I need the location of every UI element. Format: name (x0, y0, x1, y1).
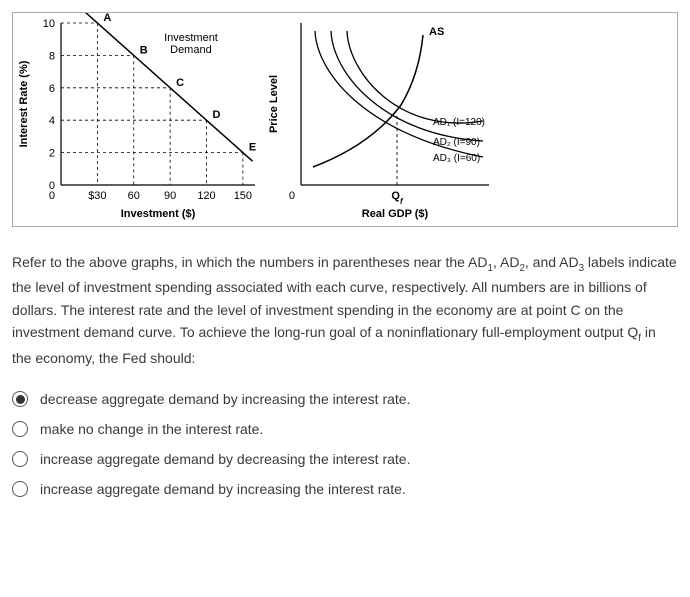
svg-text:90: 90 (164, 190, 176, 202)
svg-text:0: 0 (49, 190, 55, 202)
radio-icon (12, 451, 28, 467)
ad-as-chart: ASAD₁ (I=120)AD₂ (I=90)AD₃ (I=60)Qf0Real… (263, 13, 493, 226)
svg-text:Investment ($): Investment ($) (121, 208, 196, 220)
option-c[interactable]: increase aggregate demand by decreasing … (12, 451, 678, 467)
radio-icon (12, 391, 28, 407)
svg-text:$30: $30 (88, 190, 106, 202)
svg-text:Interest Rate (%): Interest Rate (%) (18, 60, 30, 147)
option-a[interactable]: decrease aggregate demand by increasing … (12, 391, 678, 407)
svg-text:2: 2 (49, 148, 55, 160)
svg-text:10: 10 (43, 18, 55, 30)
option-label: decrease aggregate demand by increasing … (40, 391, 410, 407)
svg-text:Qf: Qf (391, 190, 404, 206)
investment-demand-chart: 0246810ABCDEInvestmentDemand0$3060901201… (13, 13, 263, 226)
svg-text:Demand: Demand (170, 44, 212, 56)
svg-text:Investment: Investment (164, 32, 218, 44)
option-label: increase aggregate demand by increasing … (40, 481, 406, 497)
svg-text:C: C (176, 77, 184, 89)
question-text: Refer to the above graphs, in which the … (12, 251, 678, 369)
svg-text:60: 60 (128, 190, 140, 202)
option-d[interactable]: increase aggregate demand by increasing … (12, 481, 678, 497)
svg-text:AD₃ (I=60): AD₃ (I=60) (433, 153, 480, 164)
option-b[interactable]: make no change in the interest rate. (12, 421, 678, 437)
svg-text:4: 4 (49, 115, 55, 127)
svg-text:AD₁ (I=120): AD₁ (I=120) (433, 117, 485, 128)
svg-text:Real GDP ($): Real GDP ($) (362, 208, 429, 220)
svg-text:A: A (103, 13, 111, 24)
option-label: make no change in the interest rate. (40, 421, 263, 437)
svg-text:Price Level: Price Level (268, 75, 280, 133)
svg-text:150: 150 (234, 190, 252, 202)
options-group: decrease aggregate demand by increasing … (12, 391, 678, 497)
svg-text:B: B (140, 44, 148, 56)
svg-text:D: D (213, 109, 221, 121)
option-label: increase aggregate demand by decreasing … (40, 451, 410, 467)
radio-icon (12, 421, 28, 437)
radio-icon (12, 481, 28, 497)
svg-text:6: 6 (49, 83, 55, 95)
graphs-container: 0 2 4 6 8 10 A B C D E InvestmentDemand 0 $30 60 90 120 1… (12, 12, 678, 227)
svg-text:8: 8 (49, 50, 55, 62)
svg-text:E: E (249, 142, 256, 154)
svg-text:0: 0 (289, 190, 295, 202)
svg-text:AS: AS (429, 26, 444, 38)
svg-text:120: 120 (197, 190, 215, 202)
